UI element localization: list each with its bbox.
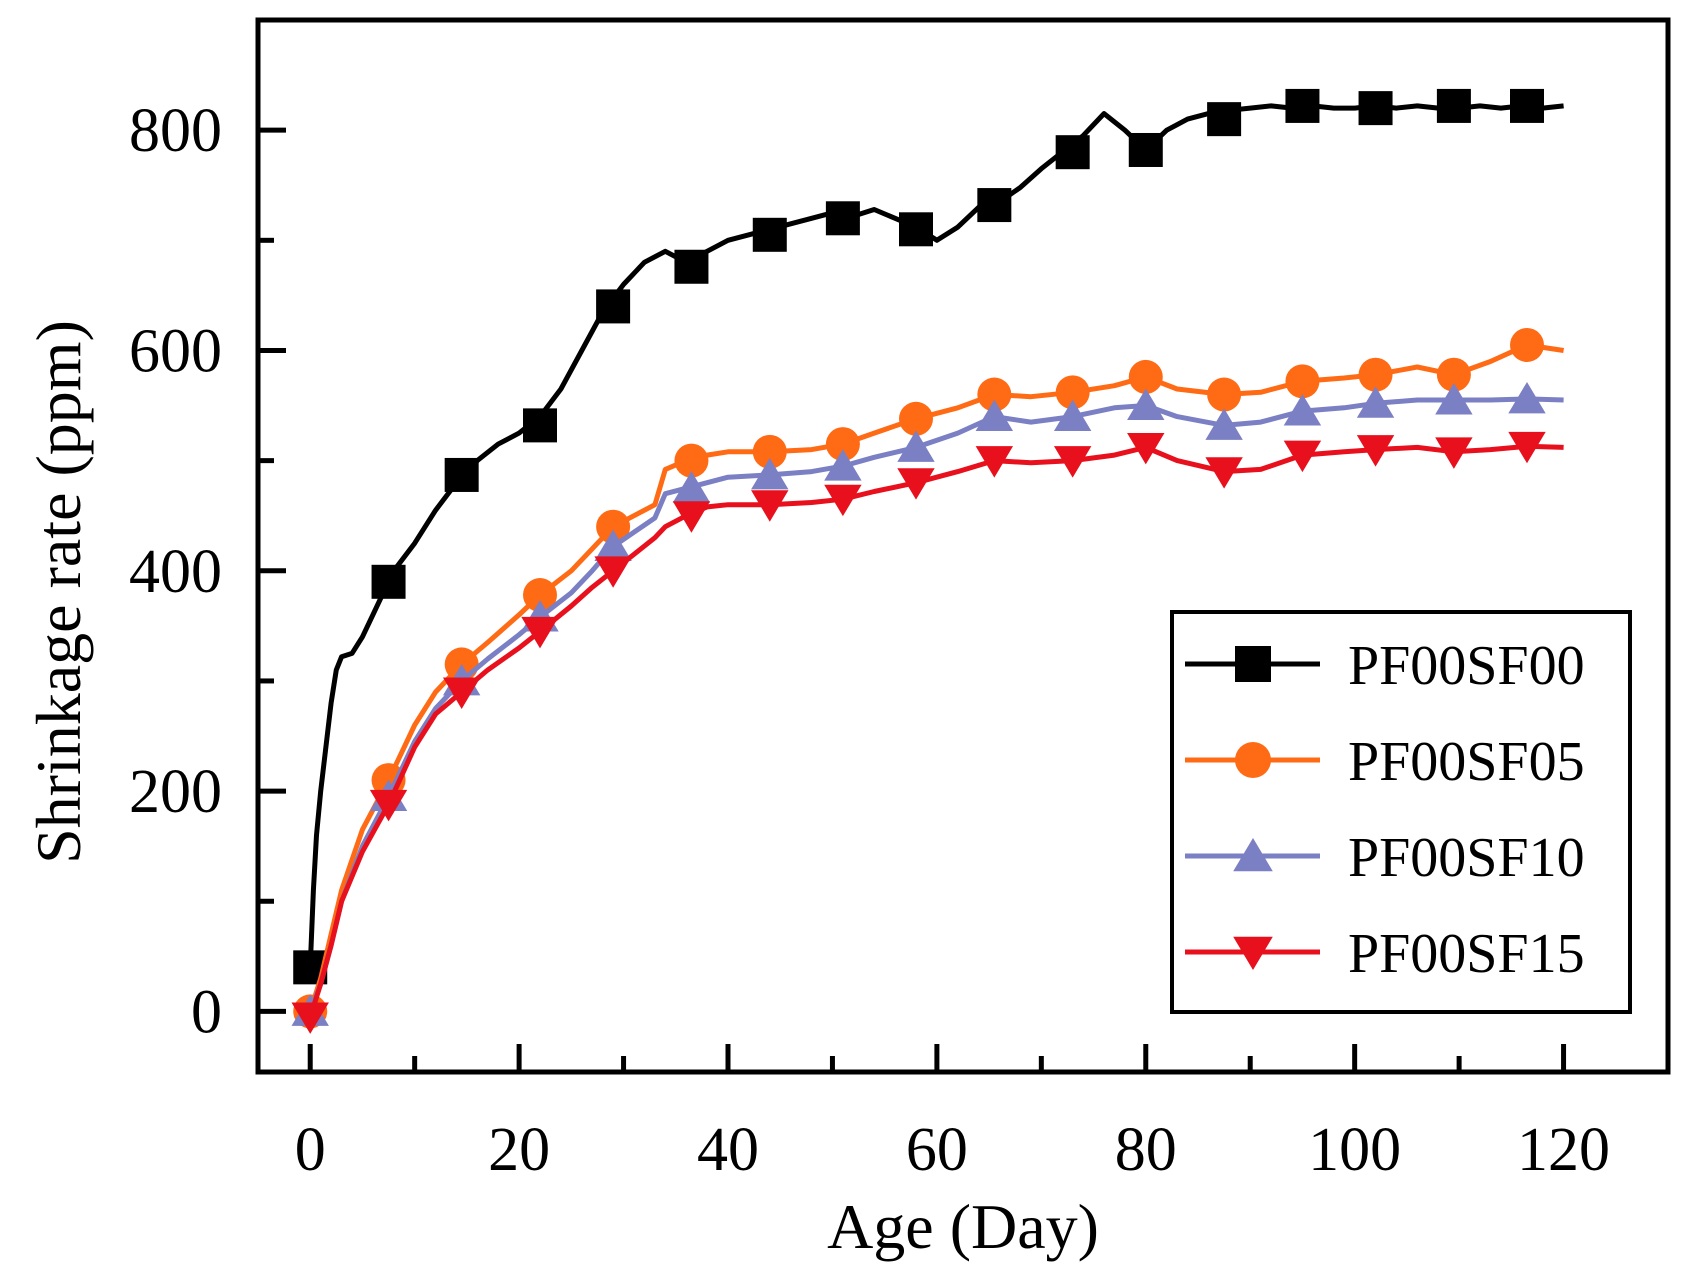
data-point bbox=[1283, 394, 1322, 426]
data-point bbox=[1205, 408, 1243, 440]
data-point bbox=[1358, 91, 1393, 126]
major-ticks bbox=[258, 127, 1567, 1072]
data-point bbox=[1128, 359, 1163, 394]
legend-marker bbox=[1233, 838, 1273, 872]
data-point bbox=[596, 289, 631, 324]
series-pf00sf00 bbox=[293, 88, 1564, 985]
legend-marker bbox=[1235, 742, 1271, 778]
data-point bbox=[674, 249, 709, 284]
y-tick-labels: 0 200 400 600 800 bbox=[129, 97, 222, 1046]
data-point bbox=[521, 616, 559, 649]
data-point bbox=[371, 564, 406, 599]
data-point bbox=[899, 212, 933, 247]
data-point bbox=[899, 401, 933, 436]
data-point bbox=[1435, 383, 1473, 415]
y-tick-label: 800 bbox=[129, 97, 222, 165]
x-tick-label: 100 bbox=[1308, 1116, 1401, 1184]
minor-ticks bbox=[258, 237, 1462, 1072]
data-point bbox=[977, 188, 1012, 223]
y-tick-label: 0 bbox=[191, 978, 222, 1046]
x-tick-label: 0 bbox=[295, 1116, 326, 1184]
data-point bbox=[1055, 375, 1090, 410]
legend-label: PF00SF00 bbox=[1348, 635, 1585, 697]
data-point bbox=[1053, 399, 1092, 432]
data-point bbox=[752, 217, 787, 252]
data-point bbox=[291, 1002, 329, 1034]
x-tick-label: 60 bbox=[906, 1116, 968, 1184]
y-axis-title: Shrinkage rate (ppm) bbox=[23, 320, 94, 864]
legend-label: PF00SF05 bbox=[1348, 731, 1585, 793]
y-tick-label: 200 bbox=[129, 758, 222, 826]
data-point bbox=[1285, 88, 1320, 123]
data-point bbox=[1207, 377, 1242, 412]
data-point bbox=[1285, 364, 1320, 399]
data-point bbox=[751, 457, 789, 490]
data-point bbox=[977, 377, 1012, 412]
data-point bbox=[674, 443, 709, 478]
data-point bbox=[1128, 132, 1163, 167]
data-point bbox=[825, 427, 860, 462]
legend-label: PF00SF10 bbox=[1348, 827, 1585, 889]
data-point bbox=[1205, 457, 1243, 489]
legend-marker bbox=[1235, 646, 1271, 682]
x-tick-label: 80 bbox=[1115, 1116, 1177, 1184]
data-point bbox=[752, 434, 787, 469]
data-point bbox=[824, 484, 862, 517]
data-point bbox=[825, 201, 860, 236]
data-point bbox=[672, 471, 711, 503]
data-point bbox=[1510, 88, 1544, 123]
legend: PF00SF00 PF00SF05 PF00SF10 PF00SF15 bbox=[1170, 610, 1632, 1014]
x-tick-label: 120 bbox=[1517, 1116, 1610, 1184]
data-point bbox=[1127, 388, 1165, 420]
x-tick-label: 20 bbox=[488, 1116, 550, 1184]
data-point bbox=[1207, 102, 1242, 137]
data-point bbox=[442, 677, 481, 709]
data-point bbox=[594, 556, 632, 588]
data-point bbox=[369, 789, 408, 822]
data-point bbox=[975, 399, 1014, 432]
legend-label: PF00SF15 bbox=[1348, 923, 1585, 985]
data-point bbox=[596, 509, 631, 544]
data-point bbox=[975, 446, 1014, 478]
data-point bbox=[1283, 440, 1322, 473]
data-point bbox=[1053, 446, 1092, 478]
data-point bbox=[751, 490, 789, 522]
y-tick-label: 600 bbox=[129, 317, 222, 385]
data-point bbox=[1508, 431, 1546, 464]
data-point bbox=[444, 457, 479, 492]
data-point bbox=[1435, 437, 1473, 469]
y-tick-label: 400 bbox=[129, 538, 222, 606]
data-point bbox=[1436, 357, 1471, 392]
data-point bbox=[1508, 381, 1546, 414]
x-tick-label: 40 bbox=[697, 1116, 759, 1184]
data-point bbox=[897, 468, 935, 500]
data-point bbox=[1436, 88, 1471, 123]
data-point bbox=[1510, 327, 1544, 362]
series-group bbox=[291, 88, 1564, 1034]
plot-frame bbox=[255, 17, 1671, 1075]
legend-marker bbox=[1233, 936, 1273, 970]
data-point bbox=[1127, 432, 1165, 465]
data-point bbox=[1356, 435, 1395, 467]
data-point bbox=[594, 529, 632, 562]
x-tick-labels: 0 20 40 60 80 100 120 bbox=[295, 1116, 1610, 1184]
data-point bbox=[897, 430, 935, 462]
data-point bbox=[672, 501, 711, 533]
series-pf00sf15 bbox=[291, 431, 1564, 1034]
data-point bbox=[523, 408, 557, 443]
x-axis-title: Age (Day) bbox=[827, 1191, 1099, 1262]
data-point bbox=[824, 449, 862, 481]
data-point bbox=[523, 578, 557, 613]
data-point bbox=[1356, 386, 1395, 418]
data-point bbox=[1055, 135, 1090, 170]
data-point bbox=[1358, 357, 1393, 392]
